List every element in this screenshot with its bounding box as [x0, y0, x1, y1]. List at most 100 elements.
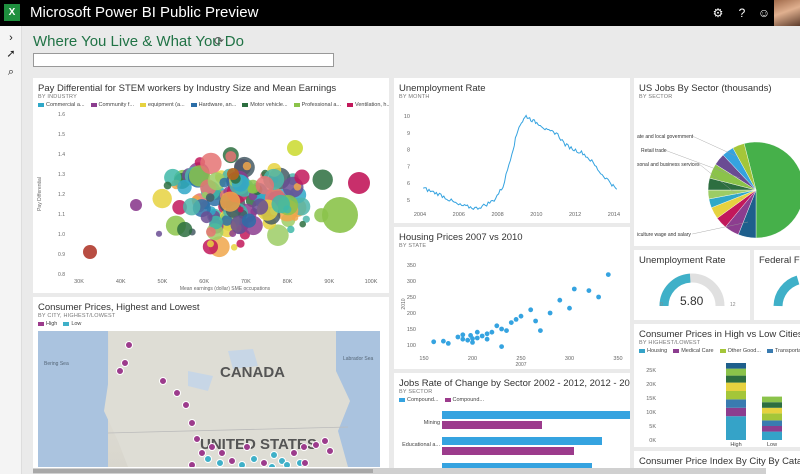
x-tick-label: 2014 — [608, 212, 620, 218]
map-marker[interactable] — [260, 459, 268, 467]
map-marker[interactable] — [159, 377, 167, 385]
horizontal-scrollbar[interactable] — [33, 468, 766, 474]
bubble — [312, 169, 333, 190]
scatter-point — [528, 307, 534, 313]
gear-icon[interactable]: ⚙ — [712, 6, 724, 20]
legend-item[interactable]: Housing — [639, 348, 667, 354]
bubble — [348, 172, 370, 194]
tile-jobs-change[interactable]: Jobs Rate of Change by Sector 2002 - 201… — [394, 373, 630, 474]
tile-cpi-map[interactable]: Consumer Prices, Highest and Lowest BY C… — [33, 297, 389, 474]
bar-segment — [726, 399, 746, 408]
legend-item[interactable]: Compound... — [444, 397, 485, 403]
y-tick-label: 10 — [404, 114, 410, 120]
tile-us-jobs[interactable]: US Jobs By Sector (thousands) BY SECTOR … — [634, 78, 800, 246]
bubble — [155, 230, 163, 237]
legend-item[interactable]: Commercial a... — [38, 102, 85, 108]
avatar[interactable] — [774, 0, 800, 26]
map-marker[interactable] — [326, 447, 334, 455]
map-marker[interactable] — [204, 455, 212, 463]
legend-item[interactable]: Medical Care — [673, 348, 714, 354]
legend-item[interactable]: Compound... — [399, 397, 439, 403]
scrollbar-thumb[interactable] — [33, 469, 373, 473]
legend-item[interactable]: Hardware, an... — [190, 102, 236, 108]
tile-unemployment-gauge[interactable]: Unemployment Rate 5.80 0 12 — [634, 250, 750, 320]
tile-housing[interactable]: Housing Prices 2007 vs 2010 BY STATE 350… — [394, 227, 630, 369]
expand-nav-icon[interactable]: › — [9, 32, 13, 44]
legend-item[interactable]: Low — [63, 321, 81, 327]
dashboard-title: Where You Live & What You Do — [33, 33, 244, 50]
scatter-point — [605, 272, 611, 277]
map-marker[interactable] — [173, 389, 181, 397]
pie-chart: ate and local government Retail trade sona… — [637, 134, 800, 239]
map[interactable]: Bering Sea Labrador Sea CANADA UNITED ST… — [38, 331, 380, 467]
map-marker[interactable] — [321, 437, 329, 445]
bubble — [225, 151, 237, 162]
tile-title: US Jobs By Sector (thousands) — [639, 83, 772, 94]
refresh-icon[interactable]: ⟳ — [214, 34, 225, 48]
category-label: Educational a... — [402, 442, 440, 448]
map-marker[interactable] — [121, 359, 129, 367]
map-marker[interactable] — [290, 449, 298, 457]
map-marker[interactable] — [228, 457, 236, 465]
map-marker[interactable] — [283, 461, 291, 467]
legend-item[interactable]: Community f... — [90, 102, 134, 108]
y-tick-label: 7 — [407, 164, 410, 170]
legend-item[interactable]: equipment (a... — [139, 102, 185, 108]
bubble — [200, 152, 222, 175]
legend-label: Compound... — [452, 397, 485, 403]
scatter-point — [513, 317, 519, 322]
legend-swatch — [38, 322, 44, 326]
map-marker[interactable] — [198, 449, 206, 457]
map-marker[interactable] — [188, 461, 196, 467]
legend-item[interactable]: Transportat... — [766, 348, 800, 354]
map-marker[interactable] — [300, 443, 308, 451]
x-tick-label: 30K — [74, 279, 84, 285]
bubble — [130, 199, 142, 211]
map-marker[interactable] — [193, 435, 201, 443]
map-marker[interactable] — [182, 401, 190, 409]
y-axis-label: Pay Differential — [37, 177, 43, 211]
map-marker[interactable] — [218, 449, 226, 457]
tile-cpi-cities[interactable]: Consumer Prices in High vs Low Cities BY… — [634, 324, 800, 447]
stacked-bar-chart: 25K 20K 15K 10K 5K 0K High Low — [646, 363, 782, 447]
qa-input[interactable] — [33, 53, 334, 67]
app-logo-icon: X — [4, 4, 20, 21]
search-icon[interactable]: ⌕ — [7, 66, 15, 78]
legend-item[interactable]: Motor vehicle... — [242, 102, 288, 108]
map-marker[interactable] — [216, 459, 224, 467]
map-marker[interactable] — [301, 459, 309, 467]
scatter-point — [571, 286, 577, 292]
x-tick-label: 100K — [365, 279, 378, 285]
legend-item[interactable]: Ventilation, h... — [347, 102, 389, 108]
chart-legend: Housing Medical Care Other Good... Transpor… — [639, 348, 800, 354]
legend-item[interactable]: Professional a... — [293, 102, 341, 108]
y-tick-label: 300 — [407, 279, 416, 285]
x-tick-label: 150 — [419, 356, 428, 362]
arrow-icon[interactable]: ➚ — [6, 48, 16, 60]
map-marker[interactable] — [268, 463, 276, 467]
map-marker[interactable] — [208, 443, 216, 451]
map-marker[interactable] — [125, 341, 133, 349]
tile-federal-funds[interactable]: Federal Fu — [754, 250, 800, 320]
legend-swatch — [190, 103, 197, 107]
legend-swatch — [399, 398, 405, 402]
legend-item[interactable]: High — [38, 321, 57, 327]
bubble — [200, 211, 213, 224]
map-marker[interactable] — [188, 419, 196, 427]
y-tick-label: 0K — [649, 438, 656, 444]
map-marker[interactable] — [312, 441, 320, 449]
legend-item[interactable]: Other Good... — [719, 348, 761, 354]
gauge-max: 12 — [730, 302, 736, 308]
tile-unemployment-line[interactable]: Unemployment Rate BY MONTH 10 9 8 7 6 5 2004 20… — [394, 78, 630, 223]
map-marker[interactable] — [238, 461, 246, 467]
help-icon[interactable]: ? — [738, 6, 746, 20]
map-marker[interactable] — [270, 451, 278, 459]
tile-stem-pay[interactable]: Pay Differential for STEM workers by Ind… — [33, 78, 389, 293]
map-marker[interactable] — [250, 455, 258, 463]
map-marker[interactable] — [243, 443, 251, 451]
map-marker[interactable] — [116, 367, 124, 375]
smiley-icon[interactable]: ☺ — [757, 6, 771, 20]
bubble — [177, 179, 192, 195]
gauge-fill — [659, 273, 691, 307]
bubble — [287, 140, 303, 156]
